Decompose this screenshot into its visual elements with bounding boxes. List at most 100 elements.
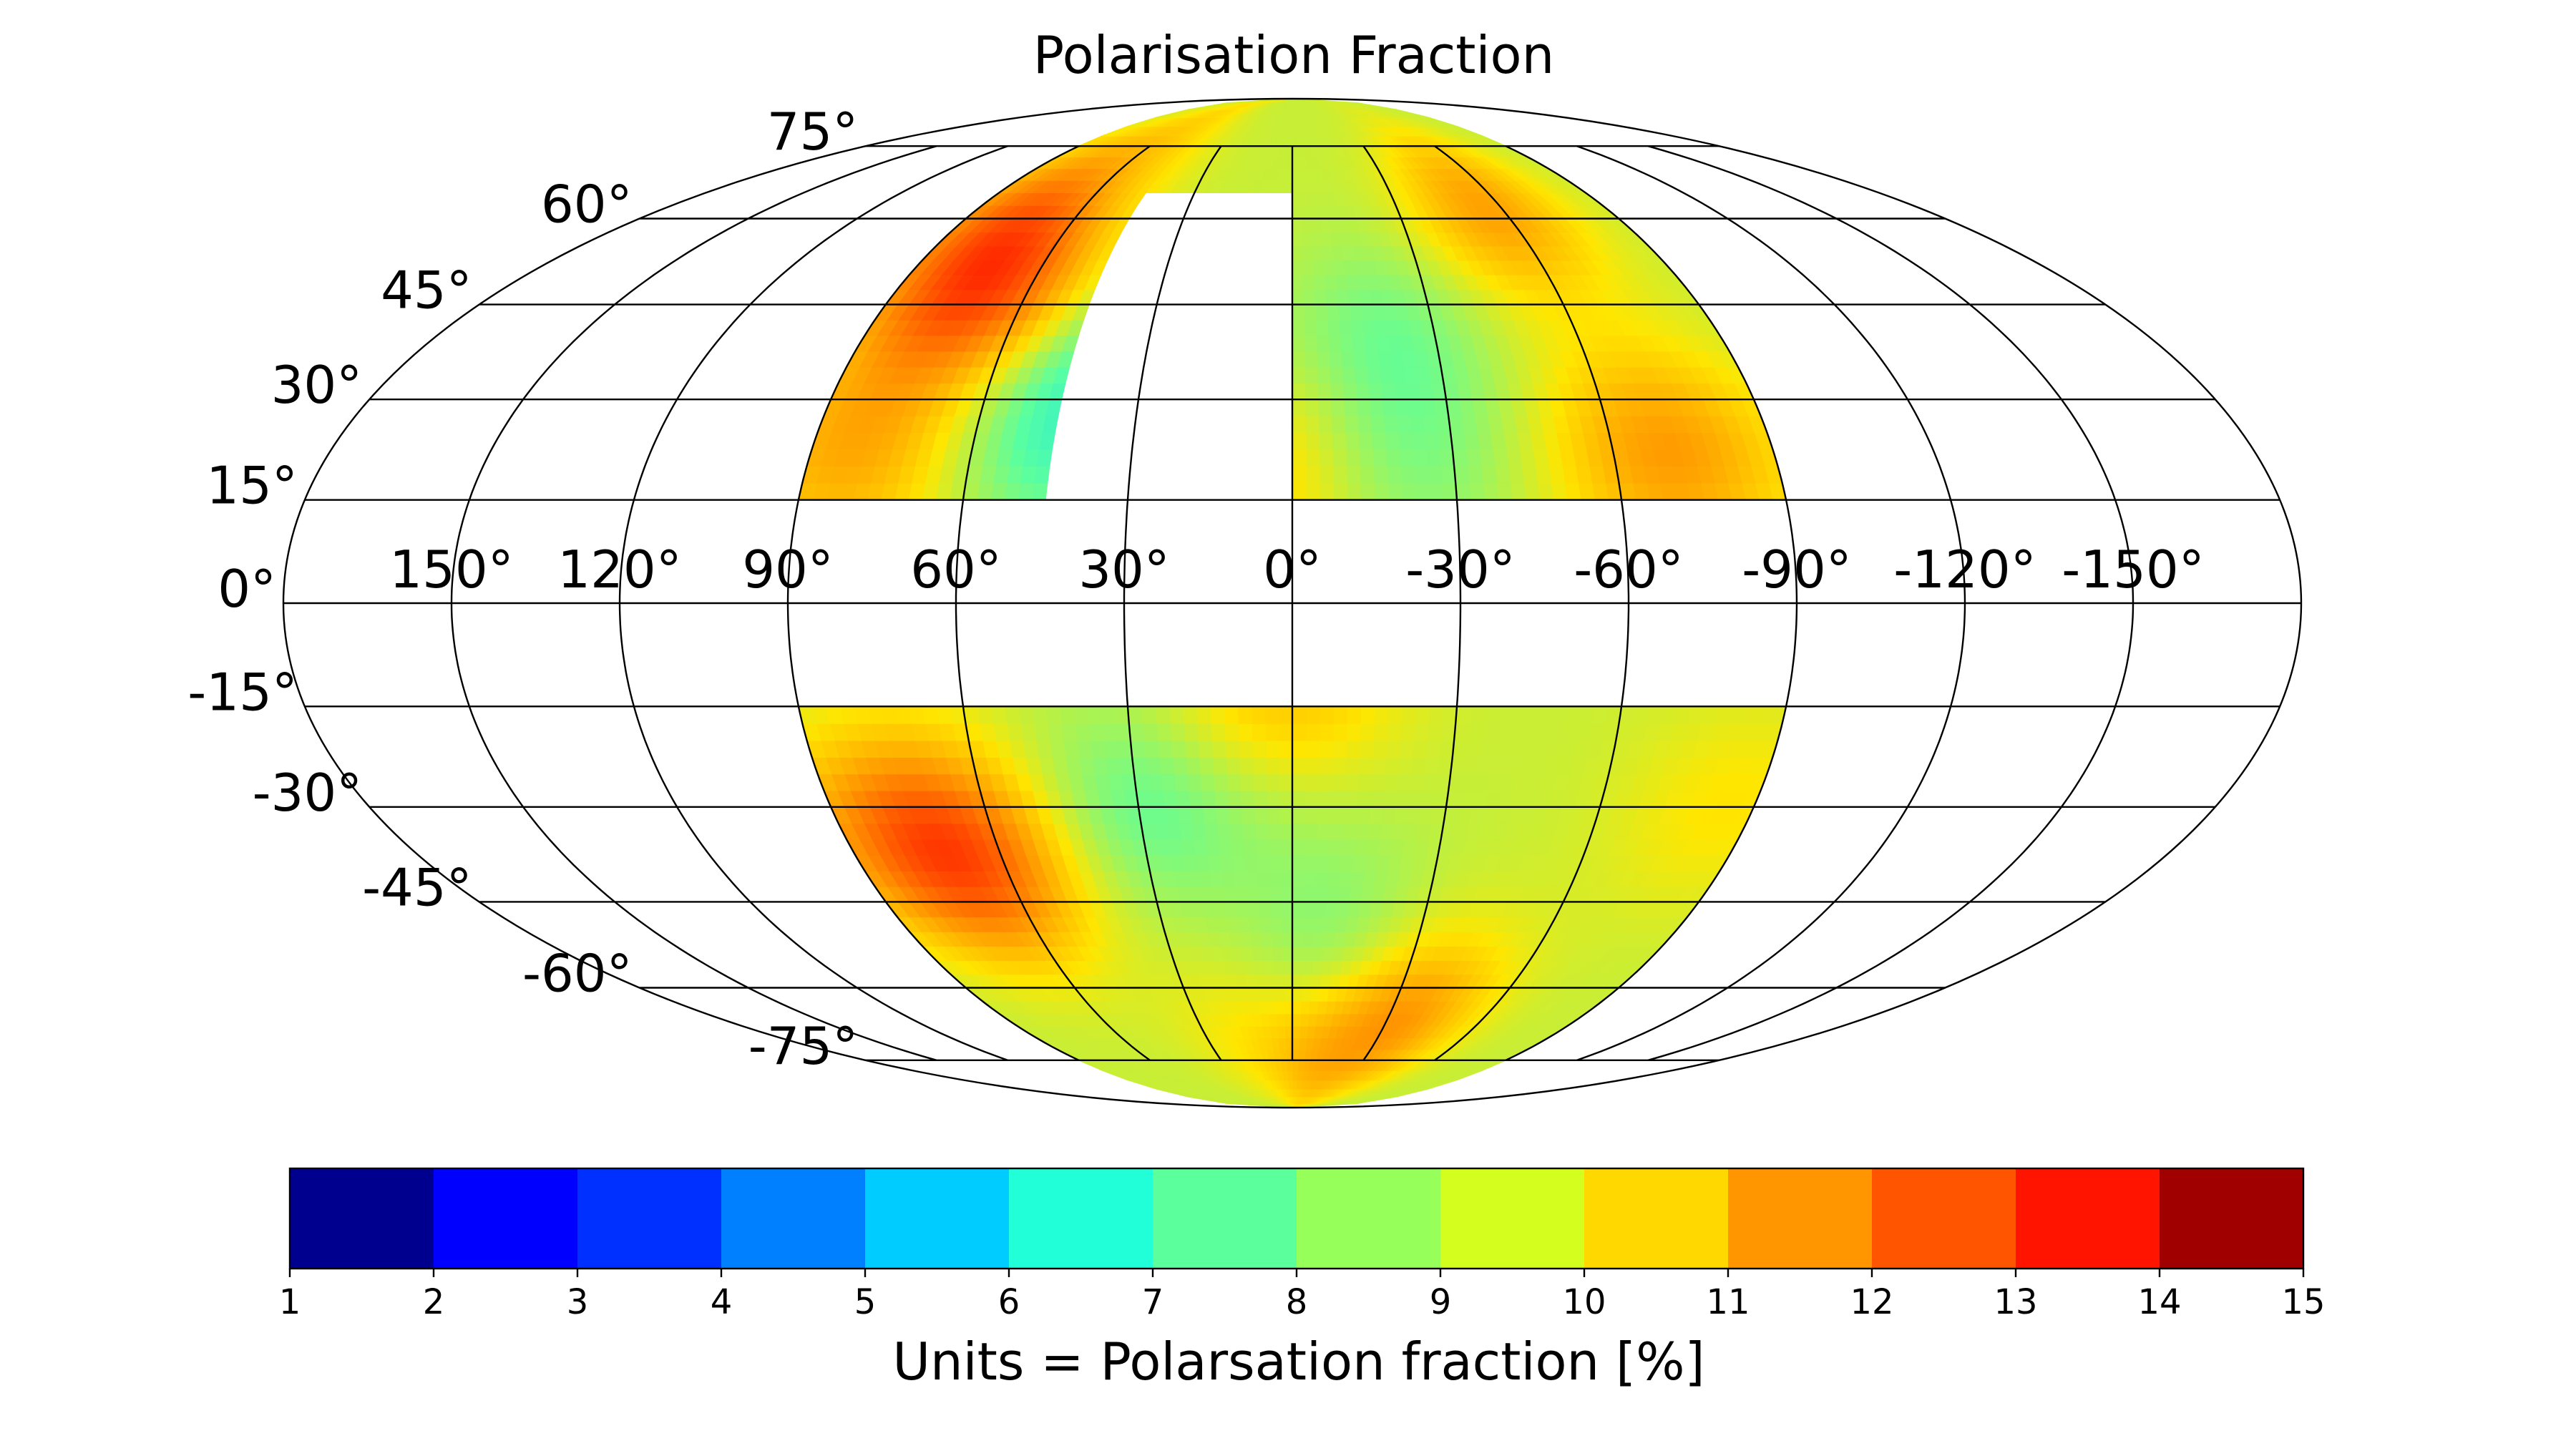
heatmap-cell xyxy=(1329,822,1344,840)
heatmap-cell xyxy=(1317,790,1332,808)
heatmap-cell xyxy=(1496,705,1513,724)
heatmap-cell xyxy=(1200,790,1216,808)
heatmap-cell xyxy=(1331,431,1347,450)
heatmap-cell xyxy=(1355,382,1370,400)
heatmap-cell xyxy=(1251,723,1267,741)
heatmap-cell xyxy=(1267,839,1281,856)
heatmap-cell xyxy=(1279,822,1293,840)
heatmap-cell xyxy=(1282,987,1293,1002)
heatmap-cell xyxy=(1329,366,1344,384)
colorbar-tick-label: 10 xyxy=(1562,1282,1606,1322)
heatmap-cell xyxy=(1372,740,1387,758)
heatmap-cell xyxy=(1337,886,1351,903)
heatmap-cell xyxy=(1317,415,1333,434)
heatmap-cell xyxy=(1245,886,1259,903)
heatmap-cell xyxy=(1305,465,1320,484)
heatmap-cell xyxy=(1370,756,1387,775)
heatmap-cell xyxy=(1343,773,1359,791)
heatmap-cell xyxy=(1438,740,1455,758)
longitude-tick-label: 30° xyxy=(1078,539,1170,600)
longitude-tick-label: -150° xyxy=(2062,539,2204,600)
heatmap-cell xyxy=(1191,822,1206,840)
heatmap-cell xyxy=(1246,901,1260,918)
heatmap-cell xyxy=(1332,931,1347,947)
heatmap-cell xyxy=(1130,740,1146,758)
heatmap-cell xyxy=(1318,431,1333,450)
heatmap-cell xyxy=(1292,319,1305,336)
heatmap-cell xyxy=(1292,1060,1299,1071)
heatmap-cell xyxy=(1292,399,1306,416)
heatmap-cell xyxy=(1087,723,1104,741)
heatmap-cell xyxy=(1330,806,1345,824)
heatmap-cell xyxy=(1339,335,1354,352)
heatmap-cell xyxy=(1337,303,1351,321)
heatmap-cell xyxy=(1234,886,1248,903)
heatmap-cell xyxy=(1441,705,1458,724)
heatmap-cell xyxy=(1332,723,1347,741)
heatmap-cell xyxy=(1320,959,1333,975)
heatmap-cell xyxy=(1292,156,1300,170)
heatmap-cell xyxy=(1491,740,1509,758)
heatmap-cell xyxy=(1280,901,1293,918)
heatmap-cell xyxy=(1264,756,1280,775)
heatmap-cell xyxy=(1261,945,1274,961)
heatmap-cell xyxy=(1375,335,1390,352)
heatmap-cell xyxy=(1174,790,1191,808)
heatmap-cell xyxy=(1198,756,1214,775)
heatmap-cell xyxy=(1394,399,1410,416)
heatmap-cell xyxy=(1420,399,1436,416)
heatmap-cell xyxy=(1425,740,1442,758)
heatmap-cell xyxy=(1496,482,1513,501)
heatmap-cell xyxy=(1298,156,1307,170)
heatmap-cell xyxy=(1425,449,1442,467)
colorbar-tick-label: 5 xyxy=(854,1282,877,1322)
heatmap-cell xyxy=(1211,740,1226,758)
heatmap-cell xyxy=(1267,854,1282,872)
heatmap-cell xyxy=(1316,839,1330,856)
latitude-tick-label: 15° xyxy=(206,456,298,516)
heatmap-cell xyxy=(1358,449,1374,467)
heatmap-cell xyxy=(1292,125,1299,137)
heatmap-cell xyxy=(1299,192,1310,206)
heatmap-cell xyxy=(1281,945,1293,961)
heatmap-cell xyxy=(1312,916,1326,932)
heatmap-cell xyxy=(1292,231,1303,247)
heatmap-cell xyxy=(1115,723,1131,741)
heatmap-cell xyxy=(1292,260,1304,275)
heatmap-cell xyxy=(1346,901,1361,918)
heatmap-cell xyxy=(1353,822,1369,840)
heatmap-cell xyxy=(1278,740,1293,758)
heatmap-cell xyxy=(1360,705,1375,724)
longitude-tick-label: -90° xyxy=(1742,539,1852,600)
heatmap-cell xyxy=(1373,482,1389,501)
latitude-tick-label: -30° xyxy=(253,763,363,823)
heatmap-cell xyxy=(1113,705,1130,724)
heatmap-cell xyxy=(1299,1012,1309,1027)
heatmap-cell xyxy=(1507,465,1525,484)
heatmap-cell xyxy=(1265,773,1280,791)
heatmap-cell xyxy=(1355,790,1371,808)
heatmap-cell xyxy=(1440,723,1456,741)
heatmap-cell xyxy=(1302,288,1316,306)
heatmap-cell xyxy=(1273,987,1284,1002)
heatmap-cell xyxy=(1309,218,1322,233)
heatmap-cell xyxy=(1366,366,1382,384)
heatmap-cell xyxy=(1372,723,1388,741)
heatmap-cell xyxy=(1314,886,1328,903)
heatmap-cell xyxy=(1308,192,1319,206)
heatmap-cell xyxy=(1185,756,1201,775)
heatmap-cell xyxy=(1224,740,1240,758)
heatmap-cell xyxy=(1181,705,1198,724)
heatmap-cell xyxy=(1491,449,1509,467)
heatmap-cell xyxy=(1386,723,1402,741)
heatmap-cell xyxy=(1292,274,1304,290)
heatmap-cell xyxy=(1183,723,1199,741)
heatmap-cell xyxy=(1387,705,1403,724)
heatmap-cell xyxy=(1209,705,1225,724)
heatmap-cell xyxy=(1321,945,1335,961)
heatmap-cell xyxy=(1305,723,1320,741)
heatmap-cell xyxy=(1381,399,1397,416)
heatmap-cell xyxy=(1143,740,1160,758)
heatmap-cell xyxy=(1339,854,1354,872)
heatmap-cell xyxy=(1392,382,1408,400)
